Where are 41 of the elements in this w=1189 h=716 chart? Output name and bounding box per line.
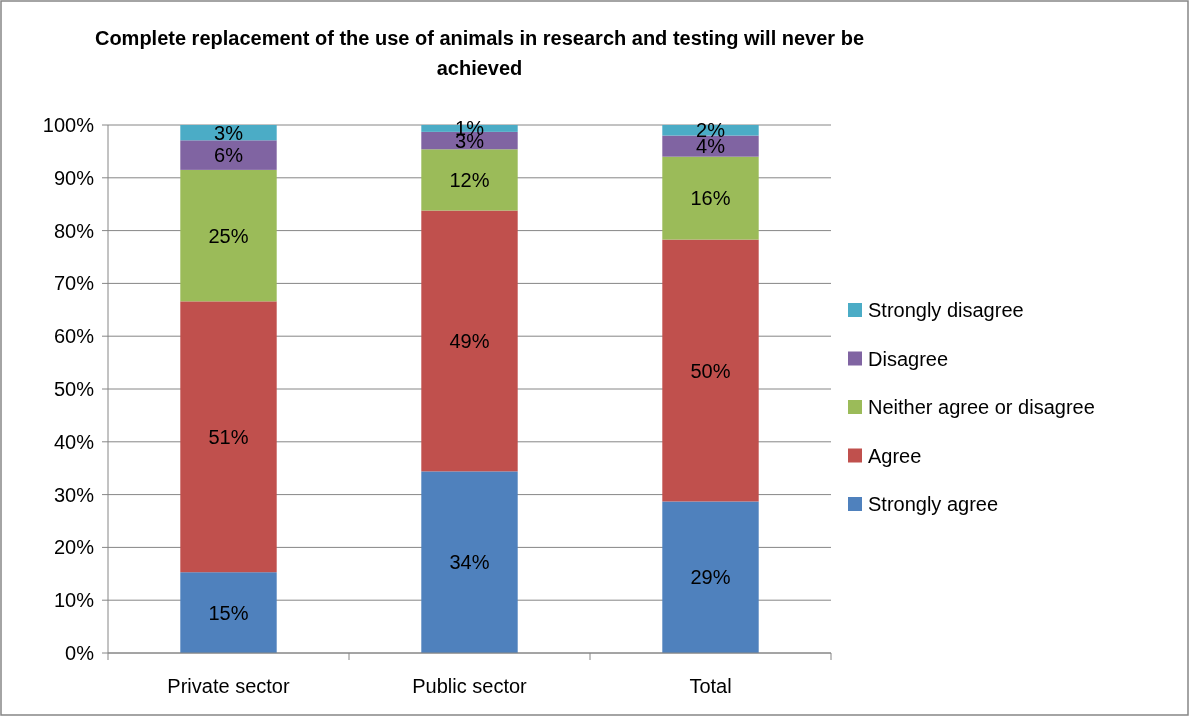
bar — [421, 149, 518, 211]
y-tick-label: 70% — [53, 272, 95, 295]
y-tick-label: 80% — [53, 219, 95, 242]
x-tick-label: Public sector — [412, 675, 528, 697]
data-label: 34% — [449, 551, 490, 574]
y-tick-label: 30% — [53, 483, 95, 506]
bar — [180, 572, 277, 653]
y-tick-label: 20% — [53, 536, 95, 559]
bar — [421, 471, 518, 653]
bar — [662, 156, 759, 240]
legend-label: Strongly disagree — [868, 299, 1024, 321]
data-label: 51% — [208, 425, 249, 448]
legend-label: Disagree — [868, 347, 949, 370]
y-tick-label: 40% — [53, 430, 95, 453]
x-tick-label: Private sector — [167, 675, 290, 697]
data-label: 3% — [214, 121, 244, 144]
x-tick-label: Total — [689, 675, 732, 697]
bar — [180, 140, 277, 170]
y-tick-label: 0% — [65, 642, 95, 664]
data-label: 15% — [208, 601, 249, 624]
legend-label: Strongly agree — [868, 493, 999, 515]
y-tick-label: 90% — [53, 166, 95, 189]
bar — [421, 210, 518, 472]
legend-label: Agree — [868, 444, 922, 467]
y-tick-label: 60% — [53, 325, 95, 348]
data-label: 25% — [208, 224, 249, 247]
data-label: 49% — [449, 329, 490, 352]
data-label: 12% — [449, 168, 490, 191]
data-label: 6% — [214, 144, 244, 167]
y-tick-label: 100% — [42, 114, 95, 136]
y-tick-label: 50% — [53, 378, 95, 400]
y-tick-label: 10% — [53, 589, 95, 612]
bar — [180, 301, 277, 573]
data-label: 50% — [690, 359, 731, 382]
chart-title: Complete replacement of the use of animals in research and testing will never be achieved — [94, 27, 865, 79]
legend-label: Neither agree or disagree — [868, 396, 1095, 418]
bar — [662, 239, 759, 502]
data-label: 16% — [690, 187, 731, 210]
data-label: 29% — [690, 566, 731, 589]
bar — [180, 169, 277, 302]
bar — [662, 501, 759, 653]
